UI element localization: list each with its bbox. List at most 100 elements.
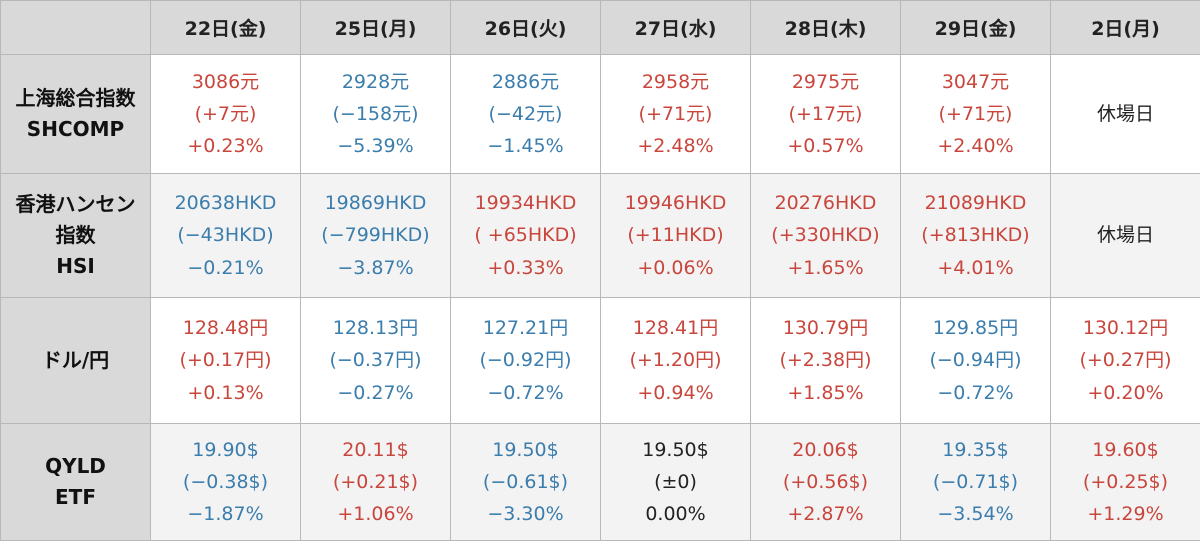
table-row-qyld: QYLD ETF 19.90$ (−0.38$) −1.87% 20.11$ (… <box>1 424 1200 541</box>
closed-cell: 休場日 <box>1051 174 1200 298</box>
data-cell: 130.79円 (+2.38円) +1.85% <box>751 298 901 424</box>
data-cell: 128.13円 (−0.37円) −0.27% <box>301 298 451 424</box>
change-percent: +1.65% <box>751 252 900 284</box>
data-cell: 130.12円 (+0.27円) +0.20% <box>1051 298 1200 424</box>
data-cell: 20638HKD (−43HKD) −0.21% <box>151 174 301 298</box>
closed-cell: 休場日 <box>1051 55 1200 174</box>
change-value: (−799HKD) <box>301 219 450 251</box>
data-cell: 19.60$ (+0.25$) +1.29% <box>1051 424 1200 541</box>
change-percent: +1.29% <box>1051 498 1200 530</box>
change-value: (−0.71$) <box>901 466 1050 498</box>
column-header-date: 26日(火) <box>451 1 601 55</box>
data-cell: 19.50$ (±0) 0.00% <box>601 424 751 541</box>
change-percent: −1.45% <box>451 130 600 162</box>
price-value: 19.90$ <box>151 434 300 466</box>
market-closed-label: 休場日 <box>1051 219 1200 251</box>
data-cell: 2928元 (−158元) −5.39% <box>301 55 451 174</box>
price-value: 19.60$ <box>1051 434 1200 466</box>
data-cell: 3047元 (+71元) +2.40% <box>901 55 1051 174</box>
change-value: (+0.27円) <box>1051 344 1200 376</box>
change-value: (−42元) <box>451 98 600 130</box>
data-cell: 20.06$ (+0.56$) +2.87% <box>751 424 901 541</box>
row-label-line: 香港ハンセン <box>1 189 150 220</box>
row-label-line: QYLD <box>1 451 150 482</box>
column-header-date: 27日(水) <box>601 1 751 55</box>
row-label-line: SHCOMP <box>1 114 150 145</box>
data-cell: 2975元 (+17元) +0.57% <box>751 55 901 174</box>
data-cell: 128.41円 (+1.20円) +0.94% <box>601 298 751 424</box>
column-header-date: 22日(金) <box>151 1 301 55</box>
price-value: 3047元 <box>901 66 1050 98</box>
price-value: 130.79円 <box>751 312 900 344</box>
change-value: (+1.20円) <box>601 344 750 376</box>
price-value: 20638HKD <box>151 187 300 219</box>
change-value: (−0.38$) <box>151 466 300 498</box>
change-value: (+17元) <box>751 98 900 130</box>
row-label-line: HSI <box>1 251 150 282</box>
change-percent: −3.30% <box>451 498 600 530</box>
data-cell: 2958元 (+71元) +2.48% <box>601 55 751 174</box>
change-value: (+71元) <box>901 98 1050 130</box>
change-value: (+0.25$) <box>1051 466 1200 498</box>
change-percent: −0.72% <box>901 377 1050 409</box>
price-value: 20.11$ <box>301 434 450 466</box>
change-percent: −0.27% <box>301 377 450 409</box>
price-value: 19946HKD <box>601 187 750 219</box>
change-percent: +1.85% <box>751 377 900 409</box>
price-value: 19.50$ <box>601 434 750 466</box>
data-cell: 19.35$ (−0.71$) −3.54% <box>901 424 1051 541</box>
change-percent: +1.06% <box>301 498 450 530</box>
data-cell: 129.85円 (−0.94円) −0.72% <box>901 298 1051 424</box>
data-cell: 19.90$ (−0.38$) −1.87% <box>151 424 301 541</box>
row-header-qyld: QYLD ETF <box>1 424 151 541</box>
change-value: (−43HKD) <box>151 219 300 251</box>
change-value: (−0.37円) <box>301 344 450 376</box>
data-cell: 128.48円 (+0.17円) +0.13% <box>151 298 301 424</box>
change-percent: +4.01% <box>901 252 1050 284</box>
data-cell: 19946HKD (+11HKD) +0.06% <box>601 174 751 298</box>
row-header-hsi: 香港ハンセン 指数 HSI <box>1 174 151 298</box>
change-percent: +0.20% <box>1051 377 1200 409</box>
price-value: 20276HKD <box>751 187 900 219</box>
change-value: (+11HKD) <box>601 219 750 251</box>
header-row: 22日(金) 25日(月) 26日(火) 27日(水) 28日(木) 29日(金… <box>1 1 1200 55</box>
price-value: 2928元 <box>301 66 450 98</box>
change-value: (+0.17円) <box>151 344 300 376</box>
data-cell: 20276HKD (+330HKD) +1.65% <box>751 174 901 298</box>
data-cell: 21089HKD (+813HKD) +4.01% <box>901 174 1051 298</box>
price-value: 129.85円 <box>901 312 1050 344</box>
change-percent: −3.87% <box>301 252 450 284</box>
price-value: 128.13円 <box>301 312 450 344</box>
price-value: 19.50$ <box>451 434 600 466</box>
change-value: (+71元) <box>601 98 750 130</box>
table-row-shcomp: 上海総合指数 SHCOMP 3086元 (+7元) +0.23% 2928元 (… <box>1 55 1200 174</box>
price-value: 128.41円 <box>601 312 750 344</box>
change-value: (±0) <box>601 466 750 498</box>
change-percent: −1.87% <box>151 498 300 530</box>
change-percent: +0.94% <box>601 377 750 409</box>
data-cell: 19869HKD (−799HKD) −3.87% <box>301 174 451 298</box>
data-cell: 3086元 (+7元) +0.23% <box>151 55 301 174</box>
price-value: 127.21円 <box>451 312 600 344</box>
data-cell: 127.21円 (−0.92円) −0.72% <box>451 298 601 424</box>
corner-cell <box>1 1 151 55</box>
change-percent: −5.39% <box>301 130 450 162</box>
price-value: 2958元 <box>601 66 750 98</box>
change-value: ( +65HKD) <box>451 219 600 251</box>
data-cell: 19934HKD ( +65HKD) +0.33% <box>451 174 601 298</box>
market-closed-label: 休場日 <box>1051 98 1200 130</box>
data-cell: 19.50$ (−0.61$) −3.30% <box>451 424 601 541</box>
column-header-date: 25日(月) <box>301 1 451 55</box>
change-percent: +2.48% <box>601 130 750 162</box>
change-percent: +0.33% <box>451 252 600 284</box>
column-header-date: 28日(木) <box>751 1 901 55</box>
change-value: (+813HKD) <box>901 219 1050 251</box>
data-cell: 2886元 (−42元) −1.45% <box>451 55 601 174</box>
change-value: (−0.94円) <box>901 344 1050 376</box>
price-value: 20.06$ <box>751 434 900 466</box>
row-label-line: ドル/円 <box>1 345 150 376</box>
change-value: (+330HKD) <box>751 219 900 251</box>
row-header-usdjpy: ドル/円 <box>1 298 151 424</box>
column-header-date: 29日(金) <box>901 1 1051 55</box>
change-value: (+0.56$) <box>751 466 900 498</box>
